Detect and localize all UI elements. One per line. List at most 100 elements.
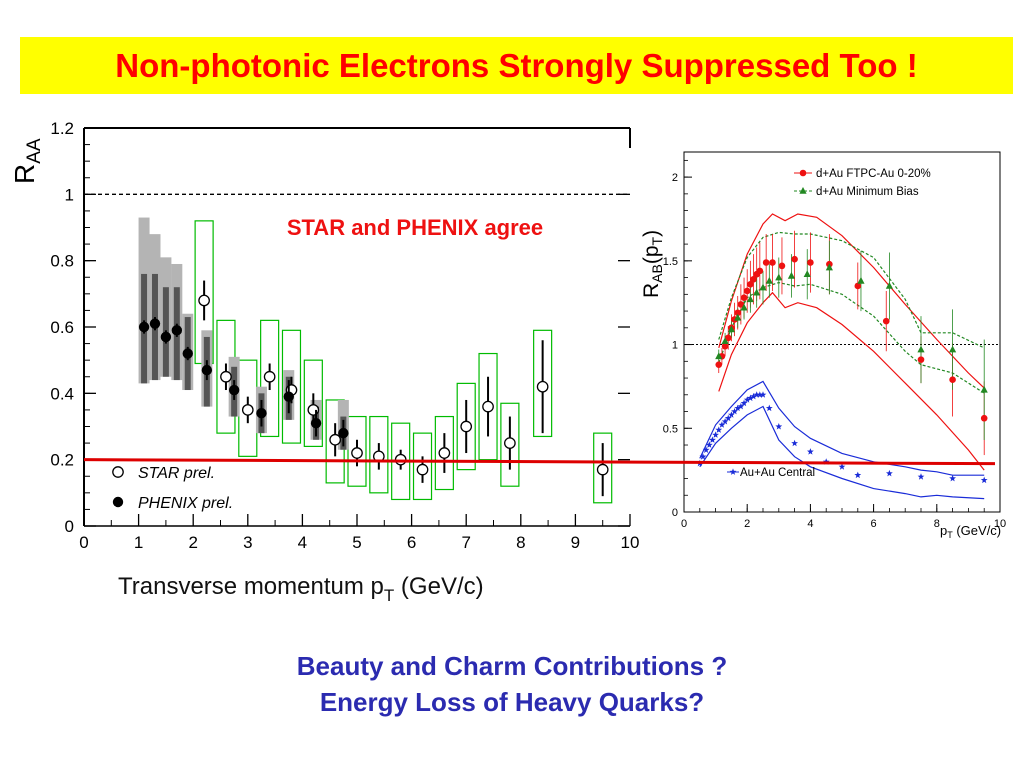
minbias-point [775,273,783,281]
main-y-tick-label: 1.2 [50,119,74,138]
minbias-point [715,352,723,360]
inset-y-tick-label: 0 [672,507,678,519]
inset-band-lower [718,291,985,471]
legend-label-ftpc: d+Au FTPC-Au 0-20% [816,168,931,180]
minbias-point [727,325,735,333]
inset-y-tick-label: 1 [672,340,678,352]
inset-x-tick-label: 0 [681,518,687,530]
main-x-tick-label: 6 [407,533,416,552]
minbias-point [949,345,957,353]
auau-point [702,446,710,453]
ftpc-point [750,275,757,283]
phenix-point [149,318,161,329]
auau-point [724,414,732,422]
auau-point [734,404,742,412]
ftpc-point [734,309,742,317]
star-point [220,370,232,383]
legend-marker-ftpc [799,169,807,177]
main-x-tick-label: 0 [79,533,88,552]
ftpc-point [740,294,748,301]
auau-point [715,426,723,433]
star-point [536,380,549,393]
slide-title: Non-photonic Electrons Strongly Suppress… [115,46,918,84]
main-y-tick-label: 1 [65,185,74,204]
star-syst-box [369,415,389,494]
star-point [394,453,407,466]
main-y-tick-label: 0.6 [50,318,74,337]
inset-x-tick-label: 8 [934,518,940,530]
auau-point [737,402,745,410]
inset-x-label: pT (GeV/c) [940,523,1001,540]
auau-point [949,474,956,482]
phenix-point [228,384,240,396]
title-banner: Non-photonic Electrons Strongly Suppress… [20,37,1013,94]
minbias-point [721,337,729,345]
inset-y-tick-label: 0.5 [663,423,678,435]
auau-point [709,436,716,443]
auau-point [740,399,748,407]
star-syst-box [281,329,302,444]
ftpc-point [854,282,862,290]
phenix-point [201,364,213,376]
inset-x-tick-label: 4 [807,518,813,530]
inset-band-upper [699,380,985,476]
ftpc-point [721,342,729,350]
star-syst-box [593,432,613,504]
minbias-point [980,385,988,393]
ftpc-point [762,259,770,266]
ftpc-point [791,255,798,263]
inset-band-upper [718,213,985,389]
legend-marker-star [112,466,124,478]
auau-point [756,391,764,398]
footer: Beauty and Charm Contributions ? Energy … [0,648,1024,720]
minbias-point [917,345,925,353]
phenix-point [338,427,349,439]
auau-point [980,476,988,484]
star-point [416,463,429,476]
star-point [263,370,276,383]
auau-point [838,463,846,470]
main-x-label: Transverse momentum pT (GeV/c) [118,573,484,605]
phenix-point [171,325,183,336]
star-syst-box [347,415,367,487]
star-point [198,294,210,307]
footer-line-2: Energy Loss of Heavy Quarks? [319,687,705,717]
inset-legend: d+Au FTPC-Au 0-20% d+Au Minimum Bias Au+Au… [727,168,931,479]
auau-point [775,423,783,430]
star-syst-box [434,415,454,491]
auau-point [886,469,893,477]
auau-point [721,418,729,425]
main-x-tick-label: 4 [298,533,307,552]
legend-label-phenix: PHENIX prel. [138,495,233,512]
star-syst-box [303,359,323,447]
legend-label-star: STAR prel. [138,465,215,482]
ftpc-point [724,334,732,342]
auau-point [759,391,767,398]
phenix-point [283,391,294,402]
auau-point [743,396,751,403]
star-point [351,447,363,459]
auau-point [746,394,754,402]
ftpc-point [917,356,925,363]
phenix-point [160,331,172,343]
ftpc-point [980,414,988,422]
main-x-tick-label: 5 [352,533,361,552]
main-x-tick-label: 1 [134,533,143,552]
inset-x-tick-label: 6 [871,518,877,530]
minbias-point [765,276,773,284]
minbias-point [740,303,748,311]
star-point [504,437,516,449]
inset-y-tick-label: 1.5 [663,256,678,268]
inset-x-tick-label: 2 [744,518,750,530]
minbias-point [857,276,865,284]
inset-band-lower [699,405,985,500]
star-syst-box [412,432,433,501]
minbias-point [825,263,833,271]
main-x-tick-label: 2 [188,533,197,552]
main-y-tick-label: 0 [65,517,74,536]
minbias-point [787,271,796,279]
auau-point [718,421,726,428]
main-x-tick-label: 9 [571,533,580,552]
legend-label-auau: Au+Au Central [740,467,815,479]
main-legend: STAR prel. PHENIX prel. [112,465,233,512]
